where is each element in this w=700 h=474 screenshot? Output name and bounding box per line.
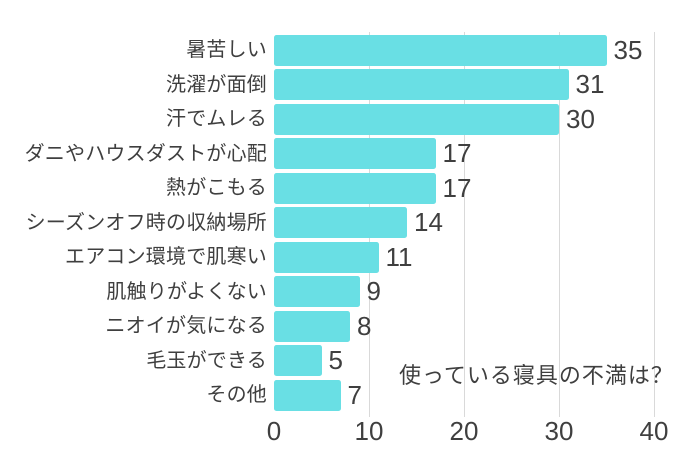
chart-rows: 暑苦しい 35 洗濯が面倒 31 汗でムレる 30 ダニやハウスダストが心配 17 熱がこもる 1… xyxy=(0,33,700,413)
chart-row: その他 7 xyxy=(0,378,700,413)
bar xyxy=(274,241,379,273)
value-label: 17 xyxy=(442,138,472,169)
x-tick-label: 0 xyxy=(266,416,282,446)
chart-row: 汗でムレる 30 xyxy=(0,102,700,137)
chart-row: エアコン環境で肌寒い 11 xyxy=(0,240,700,275)
chart-row: 熱がこもる 17 xyxy=(0,171,700,206)
bar xyxy=(274,379,341,411)
value-label: 17 xyxy=(442,172,472,203)
chart-row: ダニやハウスダストが心配 17 xyxy=(0,137,700,172)
category-label: 毛玉ができる xyxy=(146,349,267,372)
chart-row: 肌触りがよくない 9 xyxy=(0,275,700,310)
value-label: 8 xyxy=(357,310,372,341)
value-label: 35 xyxy=(613,34,643,65)
gridline xyxy=(464,32,465,417)
bar xyxy=(274,103,559,135)
category-label: ダニやハウスダストが心配 xyxy=(24,142,267,165)
chart-annotation: 使っている寝具の不満は？ xyxy=(399,363,674,388)
value-label: 30 xyxy=(566,103,595,134)
bar xyxy=(274,207,407,239)
value-label: 9 xyxy=(366,276,381,307)
chart-row: 洗濯が面倒 31 xyxy=(0,68,700,103)
bar xyxy=(274,345,322,377)
category-label: 汗でムレる xyxy=(166,108,267,130)
x-tick-label: 10 xyxy=(354,416,384,446)
bar xyxy=(274,138,436,170)
chart-row: シーズンオフ時の収納場所 14 xyxy=(0,206,700,241)
x-tick-label: 30 xyxy=(544,416,574,446)
bar xyxy=(274,276,360,308)
category-label: 肌触りがよくない xyxy=(106,280,267,303)
value-label: 31 xyxy=(575,69,605,100)
chart-row: ニオイが気になる 8 xyxy=(0,309,700,344)
category-label: 熱がこもる xyxy=(166,177,267,199)
bar xyxy=(274,69,569,101)
x-tick-label: 20 xyxy=(449,416,479,446)
category-label: エアコン環境で肌寒い xyxy=(65,246,267,268)
value-label: 14 xyxy=(414,207,443,238)
category-label: 暑苦しい xyxy=(186,39,267,61)
chart-row: 暑苦しい 35 xyxy=(0,33,700,68)
category-label: 洗濯が面倒 xyxy=(166,73,267,96)
value-label: 11 xyxy=(385,241,413,272)
gridline xyxy=(559,32,560,417)
category-label: シーズンオフ時の収納場所 xyxy=(25,211,267,234)
x-axis: 0 10 20 30 40 xyxy=(0,416,700,446)
bar xyxy=(274,172,436,204)
x-tick-label: 40 xyxy=(639,416,669,446)
chart-row: 毛玉ができる 5 xyxy=(0,344,700,379)
category-label: ニオイが気になる xyxy=(105,315,267,337)
value-label: 5 xyxy=(328,345,343,376)
bar xyxy=(274,310,350,342)
bar xyxy=(274,34,607,66)
category-label: その他 xyxy=(206,384,267,406)
value-label: 7 xyxy=(347,379,362,410)
gridline xyxy=(654,32,655,417)
